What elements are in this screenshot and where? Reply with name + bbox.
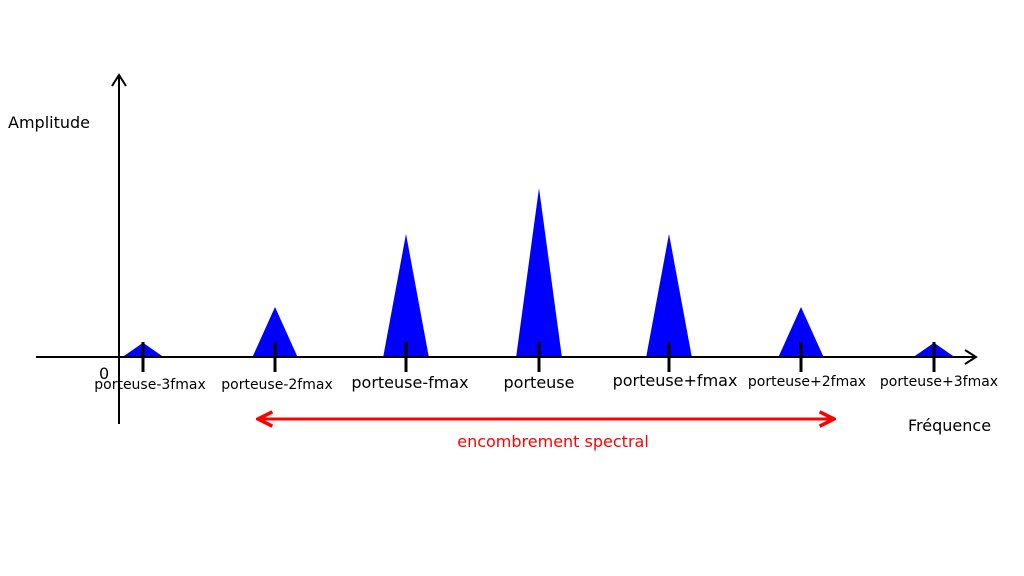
x-axis-label: Fréquence <box>908 416 991 435</box>
tick-label-porteuse: porteuse <box>504 373 575 392</box>
tick-label-porteuse+fmax: porteuse+fmax <box>613 371 738 390</box>
x-axis-ticks <box>141 342 936 372</box>
peak-porteuse-2fmax <box>252 307 298 358</box>
peak-porteuse <box>516 188 562 358</box>
tick-label-porteuse+3fmax: porteuse+3fmax <box>880 374 998 390</box>
peak-porteuse+2fmax <box>778 307 824 358</box>
y-axis-label: Amplitude <box>8 113 90 132</box>
peak-porteuse+fmax <box>646 233 692 358</box>
tick-label-porteuse-fmax: porteuse-fmax <box>351 373 468 392</box>
tick-label-porteuse-2fmax: porteuse-2fmax <box>221 377 332 393</box>
tick-label-porteuse+2fmax: porteuse+2fmax <box>748 374 866 390</box>
x-axis-arrowhead <box>964 349 978 365</box>
y-axis-arrowhead <box>111 73 127 87</box>
x-axis-tick-labels: porteuse-3fmax porteuse-2fmax porteuse-fma… <box>94 371 998 393</box>
bandwidth-label: encombrement spectral <box>457 432 649 451</box>
spectral-peaks <box>121 188 956 358</box>
origin-label: 0 <box>99 364 109 383</box>
peak-porteuse-fmax <box>383 233 429 358</box>
tick-label-porteuse-3fmax: porteuse-3fmax <box>94 377 205 393</box>
